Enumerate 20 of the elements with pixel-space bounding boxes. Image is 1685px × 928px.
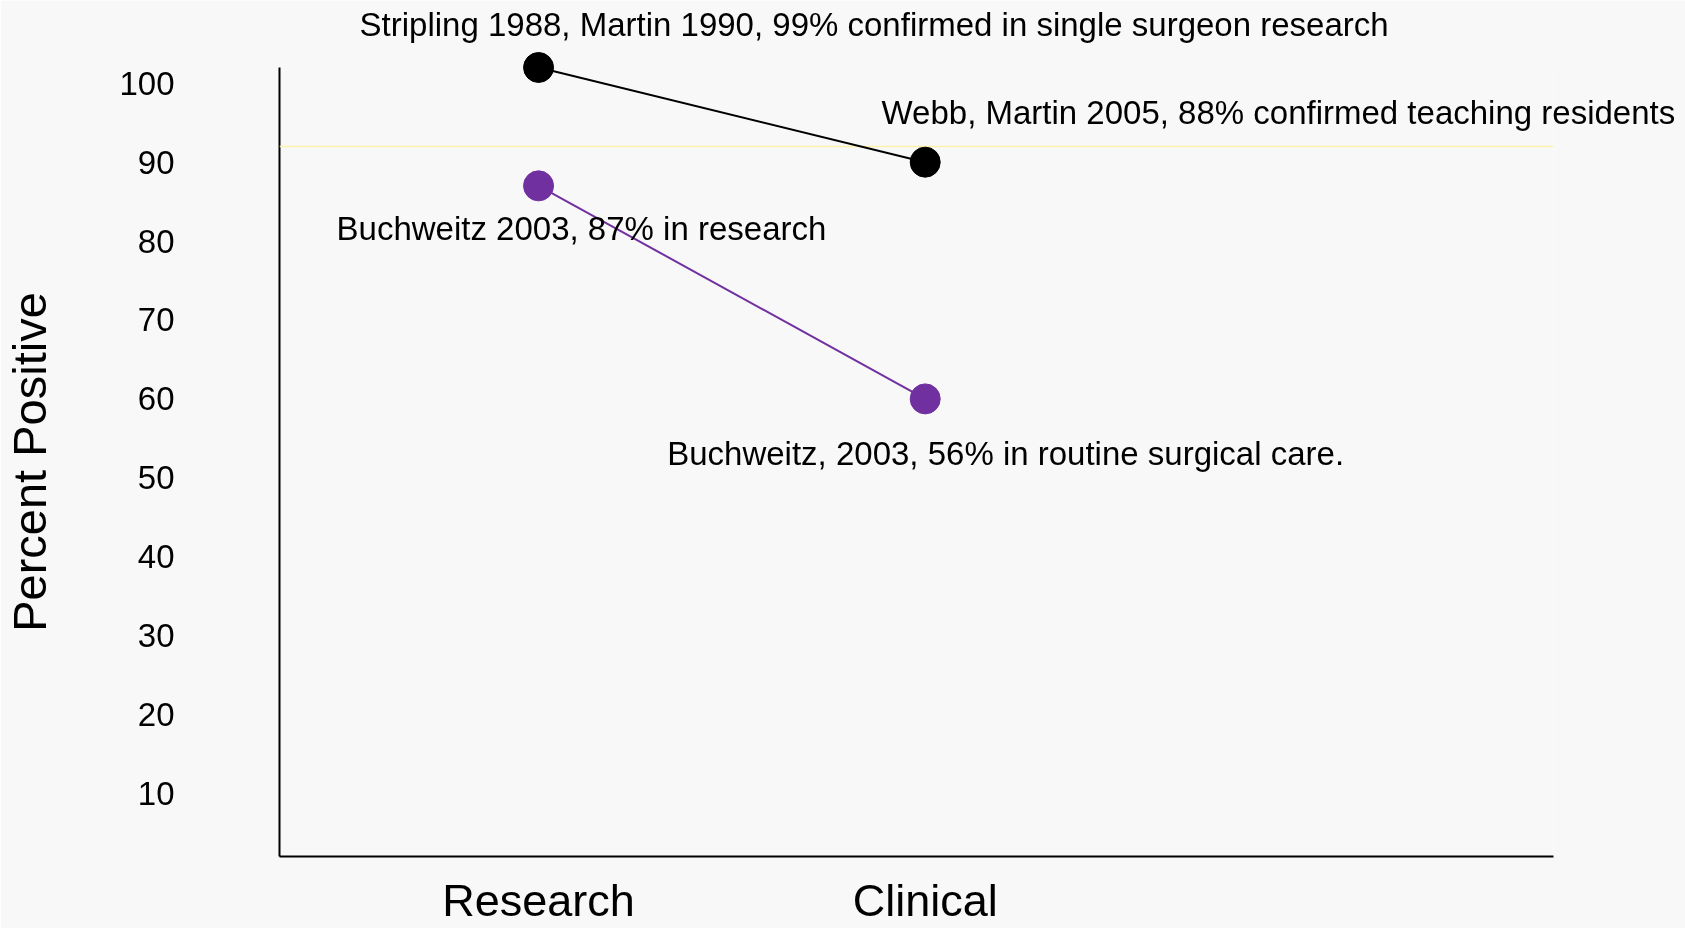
y-tick-label: 10 bbox=[137, 774, 175, 812]
y-tick-label: 40 bbox=[137, 538, 175, 576]
annotation: Buchweitz, 2003, 56% in routine surgical care. bbox=[667, 435, 1345, 473]
point bbox=[909, 146, 941, 178]
y-tick-label: 20 bbox=[137, 695, 175, 733]
y-axis-title: Percent Positive bbox=[3, 292, 57, 632]
y-tick-label: 70 bbox=[137, 301, 175, 339]
point bbox=[523, 170, 555, 202]
point bbox=[523, 52, 555, 83]
y-tick-label: 50 bbox=[137, 459, 175, 497]
y-tick-label: 90 bbox=[137, 143, 175, 181]
x-tick-label: Research bbox=[442, 874, 635, 926]
annotation: Stripling 1988, Martin 1990, 99% confirmed in single surgeon research bbox=[359, 6, 1389, 43]
x-tick-label: Clinical bbox=[852, 874, 998, 926]
y-tick-label: 80 bbox=[137, 222, 175, 260]
y-tick-label: 30 bbox=[137, 617, 175, 655]
annotation: Webb, Martin 2005, 88% confirmed teaching residents bbox=[881, 93, 1676, 131]
y-tick-label: 60 bbox=[137, 380, 175, 418]
point bbox=[909, 383, 941, 415]
y-tick-label: 100 bbox=[119, 64, 175, 102]
